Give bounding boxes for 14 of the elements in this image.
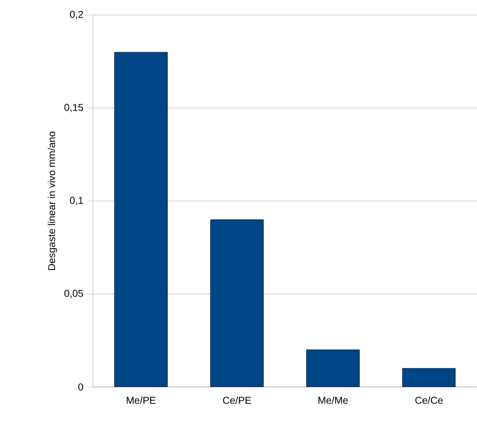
y-tick-label: 0,2 — [70, 10, 83, 20]
y-tick-label: 0 — [78, 383, 84, 391]
y-tick-label: 0,05 — [64, 290, 84, 298]
y-tick-label: 0,15 — [64, 104, 84, 112]
x-tick-label: Ce/Ce — [415, 396, 443, 404]
bar — [306, 350, 360, 387]
bar — [114, 52, 168, 387]
bar — [402, 368, 456, 387]
x-tick-label: Me/PE — [126, 396, 156, 404]
x-tick-label: Ce/PE — [223, 396, 252, 404]
x-tick-label: Me/Me — [318, 396, 348, 404]
bar — [210, 219, 264, 387]
y-tick-label: 0,1 — [70, 196, 83, 206]
y-axis-title: Desgaste linear in vivo mm/ano — [48, 132, 58, 270]
